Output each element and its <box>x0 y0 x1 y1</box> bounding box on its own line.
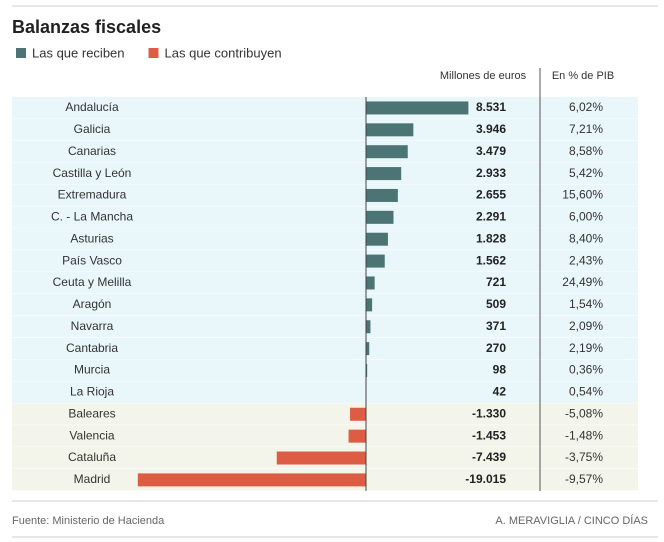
bar <box>366 342 370 356</box>
value-label: 2.933 <box>476 166 506 180</box>
value-label: -7.439 <box>472 450 506 464</box>
category-label: C. - La Mancha <box>51 210 133 224</box>
value-label: -19.015 <box>465 472 506 486</box>
legend-swatch <box>148 48 159 58</box>
category-label: País Vasco <box>62 253 122 267</box>
row-band <box>12 228 638 251</box>
row-band <box>12 315 638 338</box>
row-band <box>12 403 638 426</box>
row-band <box>12 184 638 207</box>
pib-label: 6,00% <box>569 210 603 224</box>
pib-label: -1,48% <box>565 428 603 442</box>
legend-swatch <box>16 48 26 58</box>
value-label: 1.828 <box>476 231 506 245</box>
bar <box>366 101 469 115</box>
bar <box>366 298 373 312</box>
row-band <box>12 381 638 404</box>
value-label: 721 <box>486 275 506 289</box>
bar <box>366 167 402 181</box>
value-label: 2.655 <box>476 188 506 202</box>
pib-label: 1,54% <box>569 297 603 311</box>
legend-label: Las que reciben <box>32 45 125 60</box>
bar <box>276 451 366 465</box>
value-label: 1.562 <box>476 253 506 267</box>
pib-label: 2,09% <box>569 319 603 333</box>
category-label: Galicia <box>74 122 111 136</box>
pib-label: 24,49% <box>562 275 603 289</box>
pib-label: 6,02% <box>569 100 603 114</box>
pib-label: 2,43% <box>569 253 603 267</box>
category-label: Navarra <box>71 319 114 333</box>
pib-label: 2,19% <box>569 341 603 355</box>
pib-label: -3,75% <box>565 450 603 464</box>
rows: Andalucía 8.531 6,02% Galicia 3.946 7,21% Cana… <box>12 97 638 492</box>
bar <box>366 123 414 137</box>
category-label: Cantabria <box>66 341 118 355</box>
bar <box>366 232 388 246</box>
row-band <box>12 250 638 273</box>
row-band <box>12 425 638 448</box>
category-label: Andalucía <box>65 100 119 114</box>
bar <box>137 473 366 487</box>
bar <box>366 276 375 290</box>
category-label: Extremadura <box>58 188 127 202</box>
row-band <box>12 206 638 229</box>
bar <box>348 429 366 443</box>
category-label: Aragón <box>73 297 112 311</box>
value-label: 8.531 <box>476 100 506 114</box>
value-label: 270 <box>486 341 506 355</box>
category-label: Ceuta y Melilla <box>53 275 132 289</box>
category-label: Baleares <box>68 406 115 420</box>
pib-header: En % de PIB <box>552 70 614 82</box>
value-label: 98 <box>493 363 507 377</box>
category-label: Canarias <box>68 144 116 158</box>
value-label: -1.453 <box>472 428 506 442</box>
pib-label: -9,57% <box>565 472 603 486</box>
row-band <box>12 162 638 185</box>
row-band <box>12 272 638 294</box>
bar <box>366 254 385 268</box>
pib-label: 0,54% <box>569 385 603 399</box>
value-header: Millones de euros <box>440 70 527 82</box>
row-band <box>12 359 638 382</box>
category-label: Asturias <box>70 231 113 245</box>
value-label: 42 <box>493 385 507 399</box>
pib-label: 8,58% <box>569 144 603 158</box>
row-band <box>12 293 638 316</box>
value-label: 3.479 <box>476 144 506 158</box>
category-label: Castilla y León <box>53 166 132 180</box>
bar <box>366 210 394 224</box>
pib-label: 0,36% <box>569 363 603 377</box>
value-label: 509 <box>486 297 506 311</box>
bar <box>366 320 371 334</box>
legend-label: Las que contribuyen <box>165 45 282 60</box>
value-label: 3.946 <box>476 122 506 136</box>
category-label: Madrid <box>74 472 111 486</box>
row-band <box>12 140 638 163</box>
row-band <box>12 337 638 360</box>
source: Fuente: Ministerio de Hacienda <box>12 515 165 527</box>
category-label: La Rioja <box>70 385 114 399</box>
value-label: -1.330 <box>472 406 506 420</box>
category-label: Murcia <box>74 363 110 377</box>
bar <box>350 407 366 421</box>
bar <box>366 188 398 202</box>
bar <box>366 364 368 377</box>
row-band <box>12 97 638 119</box>
value-label: 371 <box>486 319 506 333</box>
pib-label: 5,42% <box>569 166 603 180</box>
bar <box>366 145 408 159</box>
row-band <box>12 118 638 141</box>
chart-title: Balanzas fiscales <box>12 17 161 37</box>
pib-label: -5,08% <box>565 406 603 420</box>
category-label: Valencia <box>69 428 114 442</box>
category-label: Cataluña <box>68 450 116 464</box>
pib-label: 15,60% <box>562 188 603 202</box>
pib-label: 7,21% <box>569 122 603 136</box>
pib-label: 8,40% <box>569 231 603 245</box>
credit: A. MERAVIGLIA / CINCO DÍAS <box>495 514 648 527</box>
value-label: 2.291 <box>476 210 506 224</box>
